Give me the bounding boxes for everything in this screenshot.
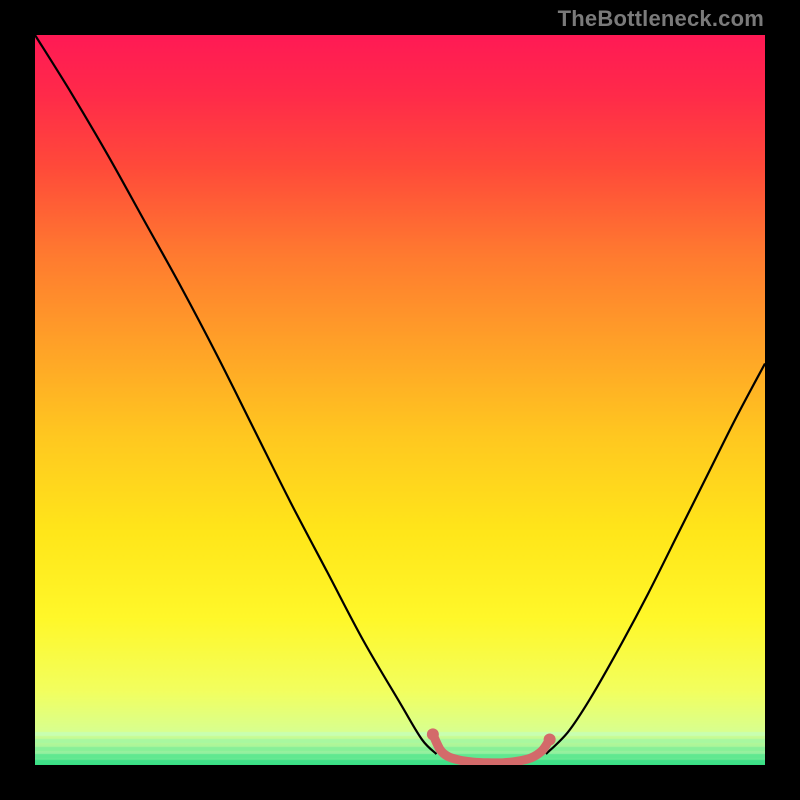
marker-endpoint-dot [427, 728, 439, 740]
marker-flat-region [433, 734, 550, 763]
watermark-text: TheBottleneck.com [558, 6, 764, 32]
curve-left [35, 35, 437, 754]
marker-endpoint-dot [544, 733, 556, 745]
chart-overlay-svg [35, 35, 765, 765]
curve-right [546, 364, 765, 755]
